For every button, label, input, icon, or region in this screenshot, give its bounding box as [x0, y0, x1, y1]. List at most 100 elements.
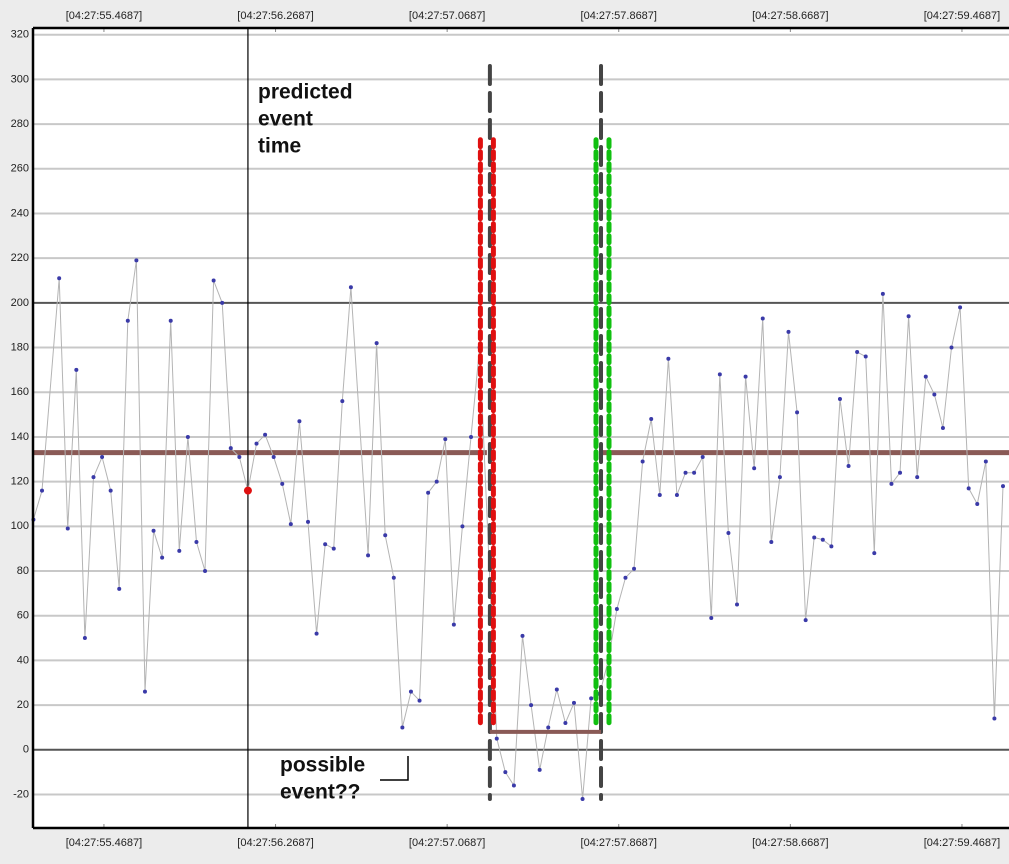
data-point: [554, 687, 559, 692]
data-point: [546, 725, 551, 730]
data-point: [400, 725, 405, 730]
data-point: [40, 488, 45, 493]
annotation-bracket: [380, 756, 409, 781]
data-point: [117, 586, 122, 591]
y-tick-label: 260: [11, 163, 29, 175]
data-point: [923, 374, 928, 379]
x-tick-label: [04:27:59.4687]: [924, 837, 1000, 849]
data-point: [632, 566, 637, 571]
data-point: [168, 318, 173, 323]
data-point: [280, 481, 285, 486]
data-point: [451, 622, 456, 627]
y-tick-label: 0: [23, 744, 29, 756]
data-point: [366, 553, 371, 558]
data-point: [983, 459, 988, 464]
data-point: [932, 392, 937, 397]
data-point: [640, 459, 645, 464]
data-point: [469, 434, 474, 439]
annotation: time: [258, 135, 301, 158]
y-tick-label: 140: [11, 431, 29, 443]
data-point: [769, 539, 774, 544]
data-point: [1000, 484, 1005, 489]
data-point: [125, 318, 130, 323]
data-point: [700, 455, 705, 460]
data-point: [520, 633, 525, 638]
data-point: [657, 493, 662, 498]
y-tick-label: 220: [11, 252, 29, 264]
x-tick-label: [04:27:55.4687]: [66, 10, 142, 22]
data-point: [743, 374, 748, 379]
data-point: [717, 372, 722, 377]
data-point: [812, 535, 817, 540]
data-point: [803, 618, 808, 623]
x-tick-label: [04:27:55.4687]: [66, 837, 142, 849]
data-point: [74, 367, 79, 372]
data-point: [185, 434, 190, 439]
data-point: [786, 329, 791, 334]
data-point: [966, 486, 971, 491]
data-point: [846, 463, 851, 468]
y-tick-label: 200: [11, 297, 29, 309]
y-tick-label: 20: [17, 699, 29, 711]
data-point: [297, 419, 302, 424]
data-point: [889, 481, 894, 486]
data-point: [443, 437, 448, 442]
data-point: [940, 426, 945, 430]
annotation: event??: [280, 781, 361, 804]
y-tick-label: 80: [17, 565, 29, 577]
data-point: [408, 689, 413, 694]
data-point: [314, 631, 319, 636]
data-point: [992, 716, 997, 721]
data-point: [820, 537, 825, 542]
annotation: event: [258, 108, 313, 131]
data-point: [460, 524, 465, 529]
data-point: [880, 291, 885, 296]
data-point: [142, 689, 147, 694]
data-point: [203, 569, 208, 574]
x-tick-label: [04:27:59.4687]: [924, 10, 1000, 22]
data-point: [177, 548, 182, 553]
data-point: [709, 615, 714, 620]
y-tick-label: 320: [11, 29, 29, 41]
data-point: [752, 466, 757, 471]
data-point: [426, 490, 431, 495]
data-point: [863, 354, 868, 359]
plot-area: [33, 28, 1009, 828]
data-point: [348, 285, 353, 290]
data-point: [683, 470, 688, 475]
y-tick-label: 300: [11, 73, 29, 85]
data-point: [735, 602, 740, 607]
y-tick-label: 160: [11, 386, 29, 398]
data-point: [194, 539, 199, 544]
data-point: [323, 542, 328, 547]
data-point: [692, 470, 697, 475]
data-point: [331, 546, 336, 551]
data-point: [915, 475, 920, 480]
data-point: [529, 703, 534, 708]
y-tick-label: 120: [11, 476, 29, 488]
x-tick-label: [04:27:57.8687]: [581, 10, 657, 22]
data-point: [906, 314, 911, 319]
data-point: [898, 470, 903, 475]
data-point: [872, 551, 877, 556]
data-point: [674, 493, 679, 498]
data-point: [958, 305, 963, 310]
data-point: [777, 475, 782, 480]
y-tick-label: 180: [11, 341, 29, 353]
y-tick-label: 40: [17, 654, 29, 666]
data-point: [151, 528, 156, 533]
data-point: [91, 475, 96, 480]
data-point: [417, 698, 422, 703]
data-point: [211, 278, 216, 283]
annotation: predicted: [258, 81, 353, 104]
data-point: [511, 783, 516, 788]
data-point: [623, 575, 628, 580]
x-tick-label: [04:27:58.6687]: [752, 837, 828, 849]
x-tick-label: [04:27:57.8687]: [581, 837, 657, 849]
data-point: [563, 720, 568, 725]
data-point: [288, 522, 293, 527]
y-tick-label: 60: [17, 610, 29, 622]
data-point: [65, 526, 70, 531]
